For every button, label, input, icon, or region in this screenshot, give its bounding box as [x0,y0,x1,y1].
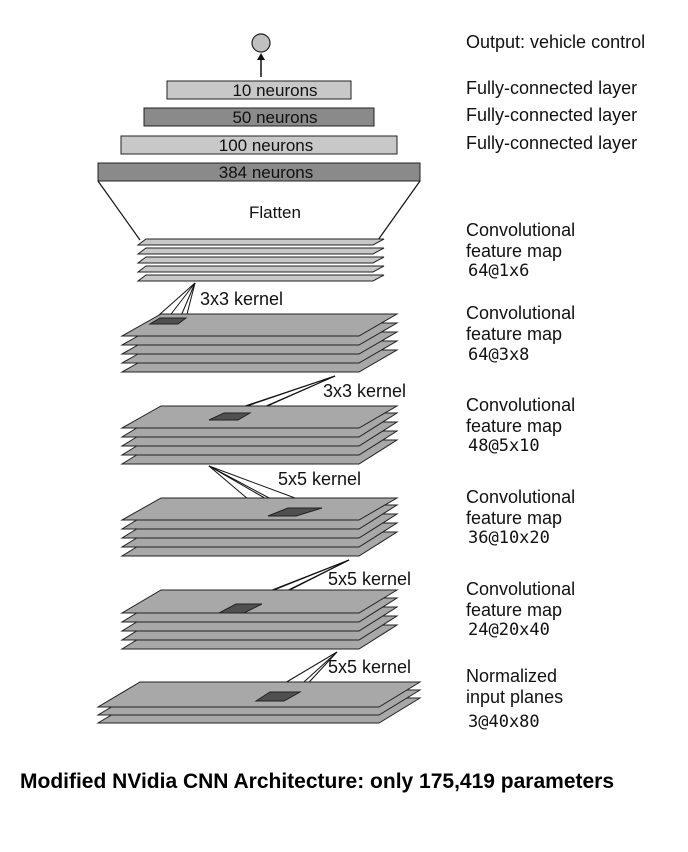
fm2-shape: 64@3x8 [468,345,529,365]
feature-map-64-1x6 [136,238,385,282]
kernel-label-1: 3x3 kernel [200,289,283,309]
dense-layer-384-label: 384 neurons [219,163,314,182]
flatten-left-edge [97,180,141,241]
diagram-caption: Modified NVidia CNN Architecture: only 1… [20,770,615,793]
fm2-title1: Convolutional [466,303,575,323]
dense-layer-10-label: 10 neurons [232,81,317,100]
fm1-title2: feature map [466,241,562,261]
fm6-shape: 3@40x80 [468,712,540,732]
output-arrow-head [257,53,265,60]
fm6-title1: Normalized [466,666,557,686]
input-planes-3-40x80 [96,681,422,724]
dense-layer-100-label: 100 neurons [219,136,314,155]
dense-layer-384 [97,162,421,182]
fm6-title2: input planes [466,687,563,707]
fm4-shape: 36@10x20 [468,528,550,548]
fm2-title2: feature map [466,324,562,344]
fm4-title2: feature map [466,508,562,528]
kernel-label-2: 3x3 kernel [323,381,406,401]
flatten-right-edge [377,180,421,241]
fm5-title2: feature map [466,600,562,620]
fm5-title1: Convolutional [466,579,575,599]
fm3-shape: 48@5x10 [468,436,540,456]
fm5-shape: 24@20x40 [468,620,550,640]
dense-layer-50-label: 50 neurons [232,108,317,127]
dense-layer-50 [143,107,375,127]
fm4-title1: Convolutional [466,487,575,507]
feature-map-36-10x20 [120,497,399,557]
dense-layer-10 [166,80,352,100]
dense-layer-10-side: Fully-connected layer [466,78,637,98]
fm3-title1: Convolutional [466,395,575,415]
fm1-shape: 64@1x6 [468,261,529,281]
dense-layer-100 [120,135,398,155]
fm1-title1: Convolutional [466,220,575,240]
dense-layer-100-side: Fully-connected layer [466,133,637,153]
feature-map-48-5x10 [120,405,399,465]
fm3-title2: feature map [466,416,562,436]
dense-layer-50-side: Fully-connected layer [466,105,637,125]
flatten-label: Flatten [249,203,301,222]
output-node [251,33,271,53]
kernel-label-3: 5x5 kernel [278,469,361,489]
kernel-label-4: 5x5 kernel [328,569,411,589]
feature-map-64-3x8 [120,313,399,373]
feature-map-24-20x40 [120,589,399,650]
kernel-label-5: 5x5 kernel [328,657,411,677]
output-label: Output: vehicle control [466,32,645,52]
